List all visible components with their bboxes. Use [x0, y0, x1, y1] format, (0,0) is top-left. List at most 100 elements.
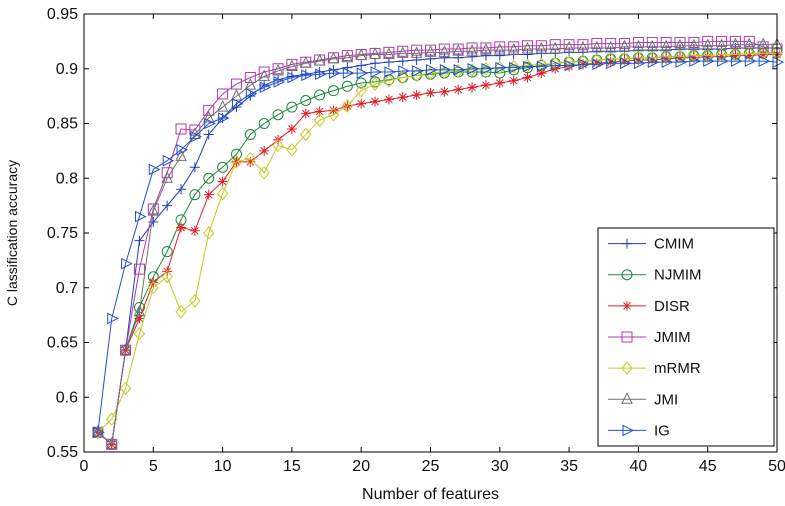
data-point-ig [328, 67, 341, 79]
x-tick-label: 40 [630, 458, 648, 475]
data-point-ig [703, 55, 715, 67]
series-mrmr [92, 46, 783, 440]
data-point-disr [370, 96, 381, 107]
data-point-jmi [507, 43, 520, 55]
x-tick-label: 25 [422, 458, 440, 475]
data-point-ig [467, 62, 480, 75]
data-point-disr [453, 84, 464, 95]
data-point-cmim [259, 80, 270, 91]
data-point-cmim [342, 62, 353, 73]
data-point-jmi [424, 45, 437, 57]
legend-label: mRMR [654, 360, 701, 377]
data-point-ig [245, 88, 258, 100]
data-point-ig [717, 55, 729, 67]
data-point-njmim [217, 161, 229, 173]
data-point-ig [578, 58, 591, 71]
legend-label: IG [654, 422, 670, 439]
data-point-ig [121, 257, 133, 270]
y-tick-label: 0.85 [47, 116, 78, 133]
data-point-ig [606, 57, 618, 70]
data-point-mrmr [480, 61, 492, 76]
data-point-jmi [327, 51, 340, 64]
data-point-cmim [273, 74, 284, 85]
data-point-jmi [383, 47, 395, 60]
data-point-ig [564, 59, 577, 72]
data-point-disr [605, 57, 616, 68]
data-point-jmim [591, 38, 603, 50]
data-point-jmim [133, 263, 145, 275]
data-point-ig [758, 55, 771, 67]
data-point-jmim [258, 66, 270, 78]
data-point-jmim [702, 35, 714, 47]
y-tick-label: 0.8 [56, 170, 78, 187]
data-point-jmim [563, 39, 575, 51]
data-point-jmi [286, 59, 298, 72]
data-point-ig [620, 57, 632, 70]
data-point-jmim [438, 43, 450, 55]
data-point-mrmr [92, 425, 104, 440]
data-point-jmi [313, 53, 326, 66]
data-point-jmim [729, 35, 741, 47]
legend-item-cmim: CMIM [608, 236, 694, 253]
data-point-ig [633, 57, 646, 70]
data-point-jmi [410, 46, 423, 58]
legend-item-jmi: JMI [608, 391, 678, 408]
legend-marker [621, 361, 633, 375]
data-point-cmim [411, 54, 422, 65]
data-point-ig [259, 81, 272, 94]
data-point-mrmr [313, 113, 326, 127]
data-point-ig [426, 64, 438, 76]
series-layer [92, 35, 785, 450]
data-point-mrmr [175, 305, 187, 319]
data-point-jmim [272, 63, 284, 75]
data-point-mrmr [508, 59, 520, 74]
data-point-ig [730, 55, 743, 67]
data-point-jmim [175, 123, 187, 135]
data-point-ig [523, 60, 535, 73]
data-point-ig [370, 66, 383, 78]
data-point-mrmr [244, 151, 256, 166]
data-point-mrmr [147, 280, 159, 295]
data-point-mrmr [286, 142, 298, 157]
data-point-mrmr [258, 165, 270, 180]
data-point-jmim [757, 41, 769, 53]
data-point-cmim [370, 58, 381, 69]
data-point-mrmr [119, 381, 132, 396]
data-point-jmim [466, 42, 478, 54]
data-point-mrmr [632, 51, 645, 65]
data-point-disr [300, 108, 311, 119]
legend-marker [621, 392, 633, 404]
data-point-jmi [369, 47, 381, 60]
data-point-jmim [660, 36, 672, 48]
data-point-jmi [133, 304, 146, 317]
data-point-jmim [522, 40, 534, 52]
data-point-njmim [355, 77, 367, 89]
data-point-jmi [743, 37, 756, 50]
y-axis-title: C lassification accuracy [4, 160, 20, 306]
data-point-ig [550, 59, 563, 72]
data-point-disr [494, 77, 505, 88]
data-point-mrmr [618, 52, 631, 66]
data-point-disr [176, 222, 187, 233]
data-point-jmim [743, 35, 755, 47]
data-point-ig [287, 71, 300, 84]
data-point-mrmr [216, 186, 229, 201]
data-point-mrmr [729, 47, 742, 62]
data-point-jmi [216, 99, 229, 112]
data-point-njmim [161, 246, 173, 258]
data-point-jmi [272, 63, 284, 76]
data-point-disr [245, 156, 256, 167]
data-point-jmim [646, 36, 658, 48]
data-point-jmim [605, 38, 617, 50]
y-tick-label: 0.9 [56, 61, 78, 78]
data-point-mrmr [355, 83, 367, 98]
data-point-jmi [493, 43, 506, 55]
data-point-disr [259, 145, 270, 156]
data-point-mrmr [189, 294, 201, 308]
data-point-ig [689, 55, 701, 67]
data-point-ig [481, 62, 494, 75]
data-point-disr [439, 86, 450, 97]
data-point-jmim [632, 36, 644, 48]
data-point-njmim [314, 89, 326, 101]
series-ig [93, 55, 785, 439]
